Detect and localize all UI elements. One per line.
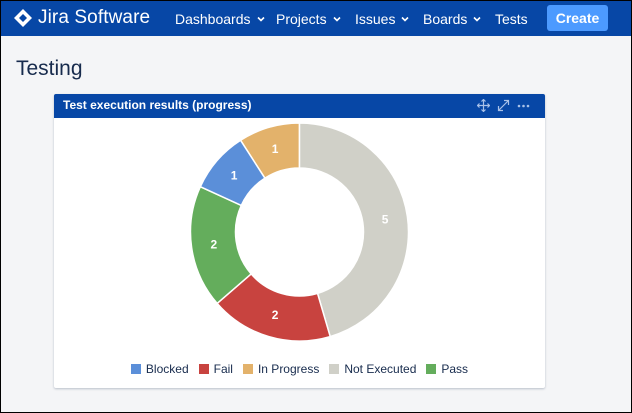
nav-tests[interactable]: Tests bbox=[495, 10, 528, 28]
donut-slice-not-executed[interactable] bbox=[298, 122, 410, 338]
app-name: Jira Software bbox=[38, 7, 151, 28]
slice-value-label: 1 bbox=[272, 142, 279, 156]
legend-label: In Progress bbox=[257, 362, 320, 376]
legend-label: Blocked bbox=[145, 362, 189, 376]
chevron-down-icon bbox=[473, 16, 481, 22]
chevron-down-icon bbox=[256, 16, 265, 22]
legend-item-fail[interactable]: Fail bbox=[198, 362, 233, 376]
nav-dashboards[interactable]: Dashboards bbox=[175, 10, 266, 28]
chevron-down-icon bbox=[333, 16, 341, 22]
legend-swatch bbox=[198, 364, 209, 374]
jira-diamond-icon bbox=[14, 9, 32, 27]
nav-tests-label: Tests bbox=[495, 11, 528, 27]
slice-value-label: 2 bbox=[272, 308, 279, 322]
more-icon[interactable] bbox=[517, 99, 530, 112]
legend-label: Not Executed bbox=[344, 362, 417, 376]
legend-item-not-executed[interactable]: Not Executed bbox=[329, 362, 416, 376]
nav-boards-label: Boards bbox=[423, 11, 468, 27]
donut-slice-blocked[interactable] bbox=[199, 139, 266, 207]
legend-label: Fail bbox=[213, 362, 233, 376]
legend-swatch bbox=[130, 364, 141, 374]
nav-issues-label: Issues bbox=[355, 11, 396, 27]
legend-item-pass[interactable]: Pass bbox=[426, 362, 468, 376]
legend-swatch bbox=[426, 364, 437, 374]
slice-value-label: 1 bbox=[231, 168, 238, 182]
slice-value-label: 2 bbox=[211, 237, 218, 251]
legend-item-blocked[interactable]: Blocked bbox=[130, 362, 189, 376]
expand-icon[interactable] bbox=[497, 99, 510, 112]
gadget-header: Test execution results (progress) bbox=[54, 94, 545, 118]
legend-label: Pass bbox=[441, 362, 469, 376]
nav-boards[interactable]: Boards bbox=[423, 10, 482, 28]
legend-swatch bbox=[329, 364, 340, 374]
page-title: Testing bbox=[16, 57, 83, 80]
jira-logo[interactable]: Jira Software bbox=[13, 7, 150, 29]
create-button[interactable]: Create bbox=[547, 5, 608, 31]
slice-value-label: 5 bbox=[382, 213, 389, 227]
nav-projects[interactable]: Projects bbox=[276, 10, 342, 28]
nav-dashboards-label: Dashboards bbox=[175, 11, 251, 27]
nav-projects-label: Projects bbox=[276, 11, 327, 27]
donut-chart: 1 5 2 2 1 bbox=[189, 122, 410, 342]
gadget-title: Test execution results (progress) bbox=[63, 98, 252, 112]
chevron-down-icon bbox=[401, 16, 410, 22]
top-navigation-bar: Jira Software Dashboards Projects Issues… bbox=[1, 1, 631, 36]
legend-item-in-progress[interactable]: In Progress bbox=[242, 362, 320, 376]
chart-legend: Blocked Fail In Progress Not Executed Pass bbox=[54, 361, 545, 377]
move-icon[interactable] bbox=[477, 99, 490, 112]
nav-issues[interactable]: Issues bbox=[355, 10, 410, 28]
legend-swatch bbox=[242, 364, 253, 374]
